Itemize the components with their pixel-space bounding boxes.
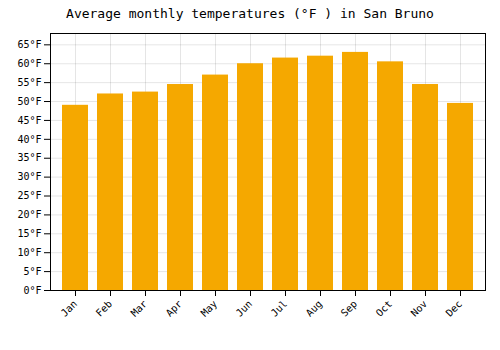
svg-text:35°F: 35°F <box>17 152 41 163</box>
svg-text:15°F: 15°F <box>17 228 41 239</box>
svg-text:60°F: 60°F <box>17 58 41 69</box>
svg-text:Sep: Sep <box>339 298 360 319</box>
svg-text:Oct: Oct <box>374 298 395 319</box>
svg-text:20°F: 20°F <box>17 209 41 220</box>
svg-text:Nov: Nov <box>409 298 430 319</box>
svg-text:Jan: Jan <box>59 298 80 319</box>
svg-text:Jul: Jul <box>269 298 290 319</box>
svg-text:40°F: 40°F <box>17 134 41 145</box>
svg-text:Apr: Apr <box>164 298 185 319</box>
svg-text:5°F: 5°F <box>23 266 41 277</box>
html-text:Average monthly temperatures (: Average monthly temperatures (°F ) in Sa… <box>66 6 434 21</box>
svg-text:Jun: Jun <box>234 298 255 319</box>
svg-text:30°F: 30°F <box>17 171 41 182</box>
svg-text:55°F: 55°F <box>17 77 41 88</box>
svg-text:65°F: 65°F <box>17 39 41 50</box>
svg-text:45°F: 45°F <box>17 115 41 126</box>
svg-text:May: May <box>199 298 220 319</box>
svg-text:Mar: Mar <box>129 298 150 319</box>
svg-text:50°F: 50°F <box>17 96 41 107</box>
svg-text:Feb: Feb <box>94 298 115 319</box>
svg-text:Aug: Aug <box>304 298 325 319</box>
svg-text:Dec: Dec <box>444 298 465 319</box>
svg-text:0°F: 0°F <box>23 285 41 296</box>
svg-text:10°F: 10°F <box>17 247 41 258</box>
svg-text:25°F: 25°F <box>17 190 41 201</box>
